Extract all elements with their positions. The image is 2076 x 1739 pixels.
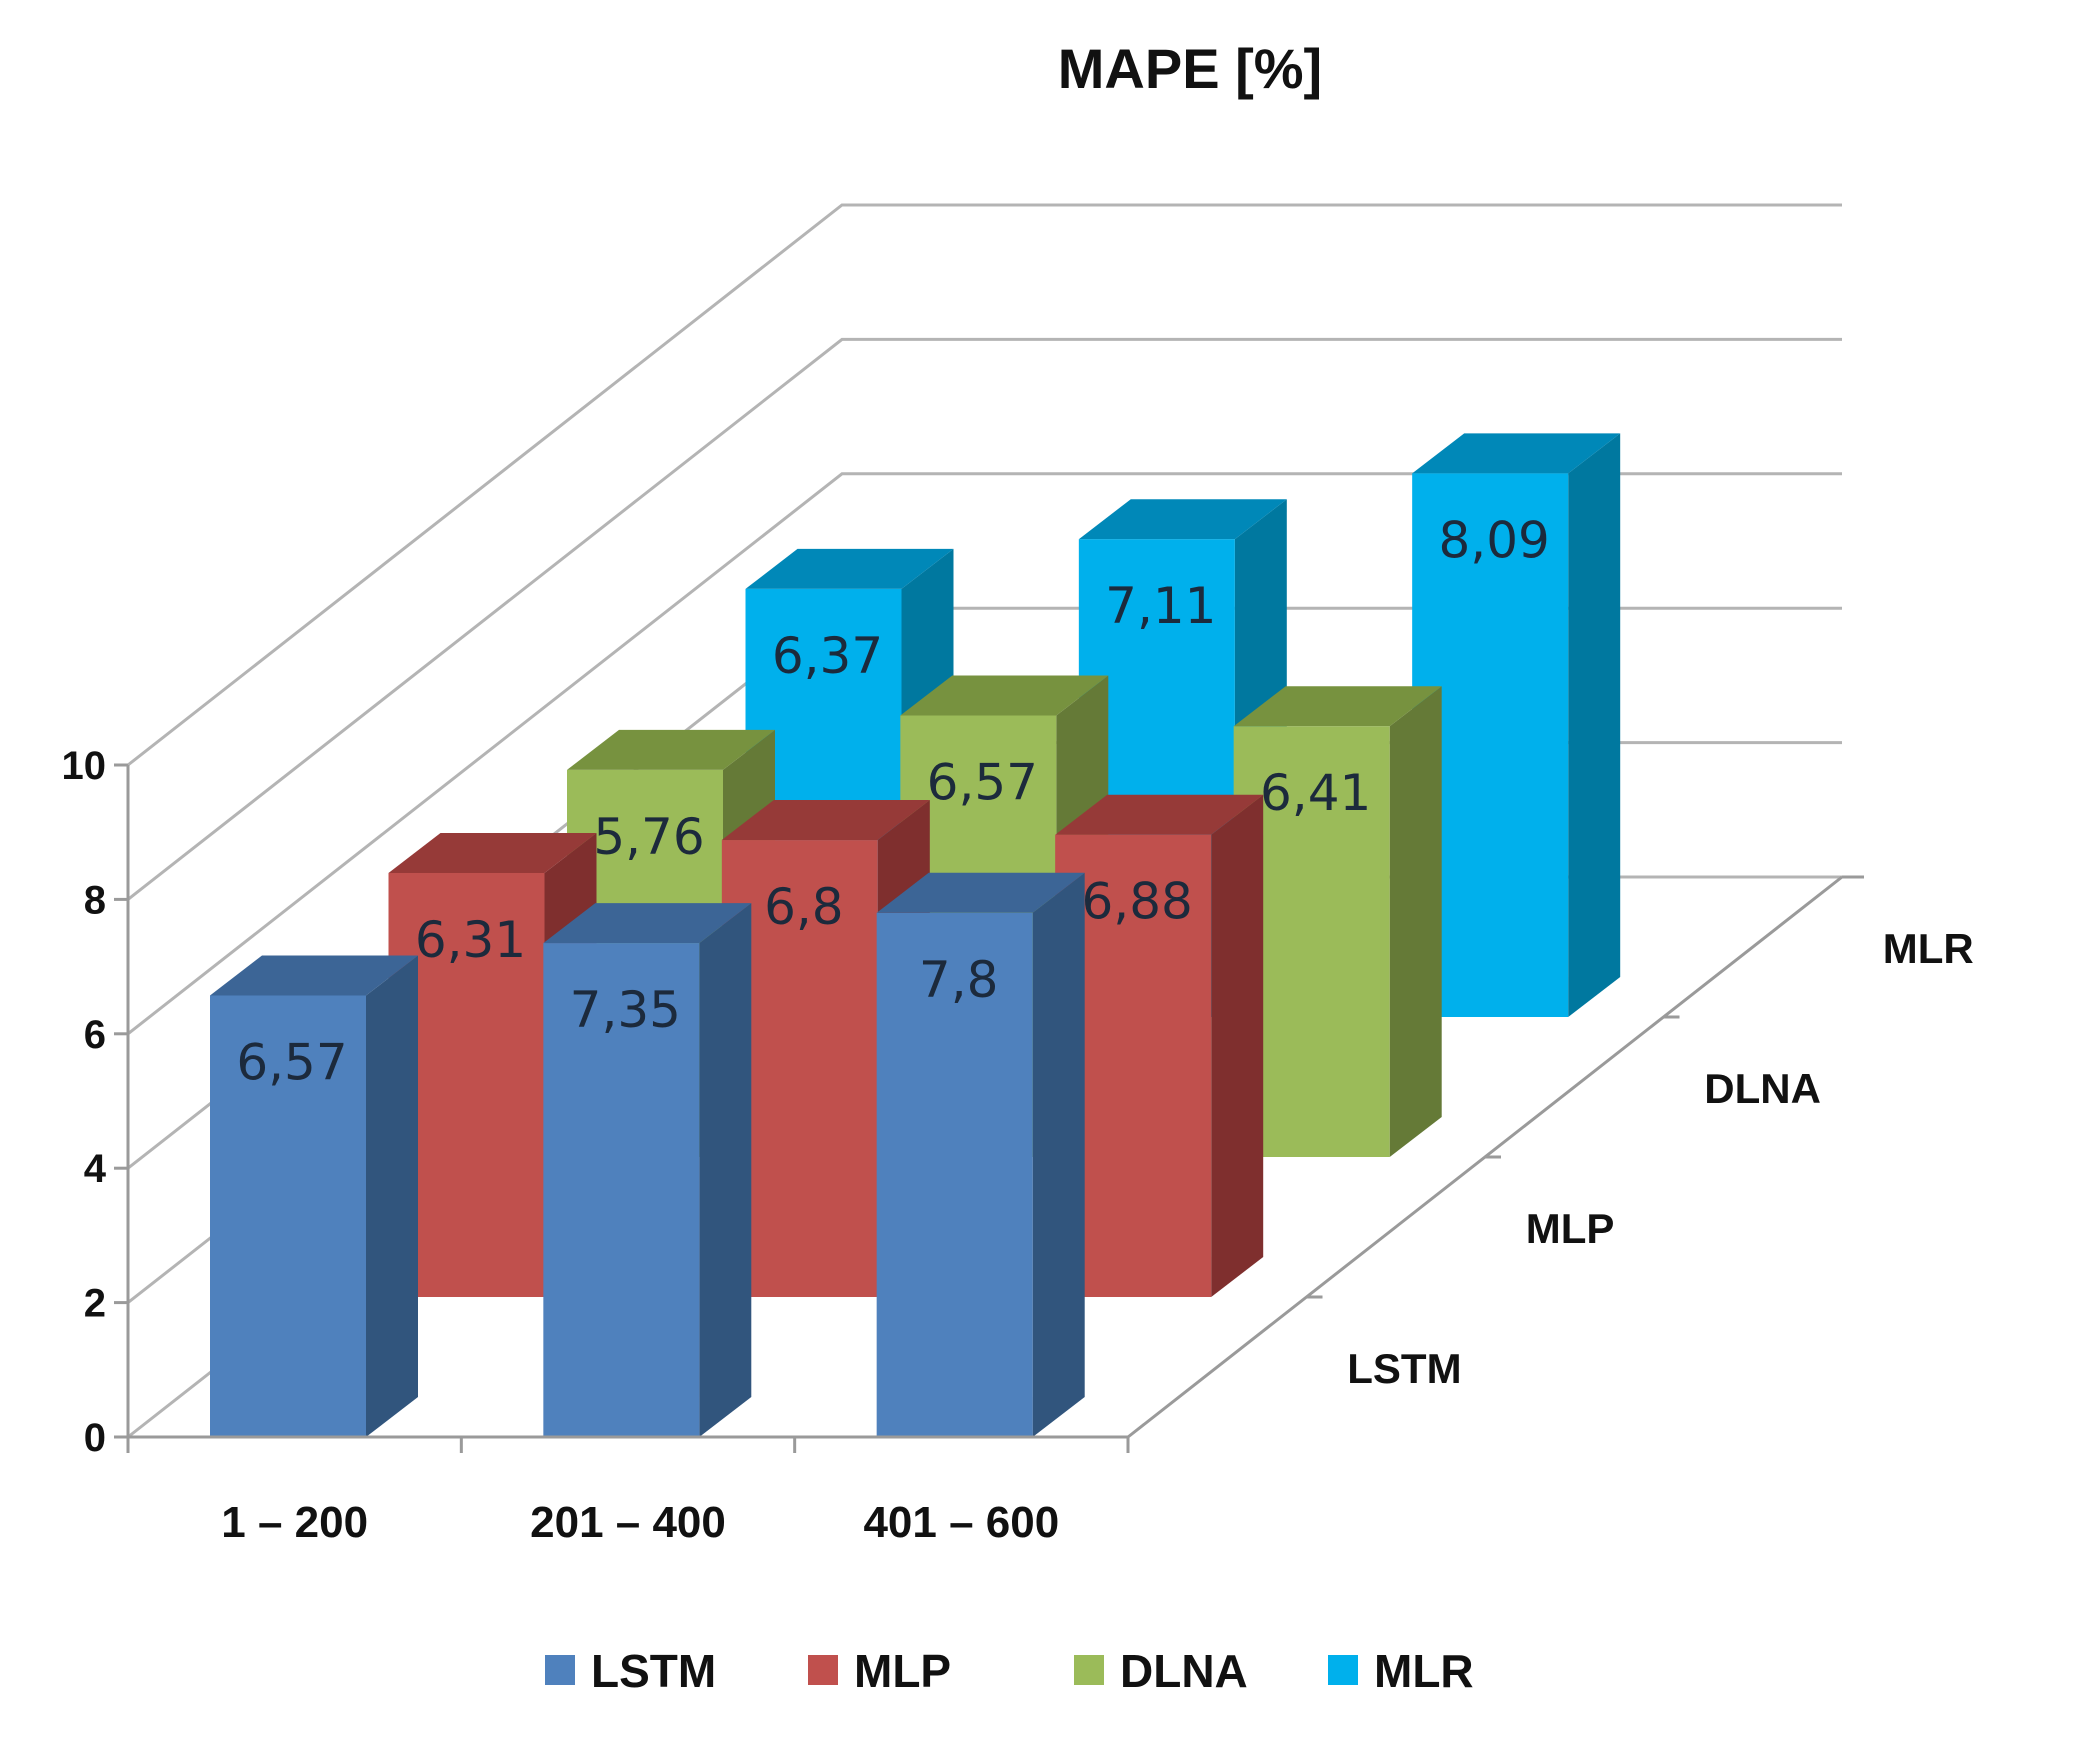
data-label: 7,35 <box>570 981 681 1039</box>
x-tick-label: 401 – 600 <box>863 1498 1059 1547</box>
bar-lstm: 7,35 <box>543 903 752 1437</box>
bar-side-face <box>1568 433 1621 1017</box>
depth-axis-label: DLNA <box>1704 1065 1821 1112</box>
bar-top-face <box>210 955 418 996</box>
depth-axis-label: MLP <box>1526 1205 1615 1252</box>
y-tick-label: 8 <box>84 878 106 922</box>
data-label: 6,41 <box>1260 764 1371 822</box>
chart-title: MAPE [%] <box>1058 37 1322 100</box>
bar-side-face <box>366 955 418 1437</box>
bar-top-face <box>388 833 597 873</box>
bar-top-face <box>543 903 752 944</box>
y-tick-label: 2 <box>84 1282 106 1326</box>
y-tick-label: 6 <box>84 1013 106 1057</box>
data-label: 6,8 <box>764 878 844 936</box>
bar-front-face <box>876 912 1033 1437</box>
bar-lstm: 7,8 <box>876 872 1085 1437</box>
bar-side-face <box>1211 794 1264 1297</box>
y-tick-label: 4 <box>84 1147 107 1191</box>
data-label: 6,57 <box>927 753 1038 811</box>
x-tick-label: 1 – 200 <box>221 1498 368 1547</box>
data-label: 6,37 <box>772 627 883 685</box>
bar-mlr: 8,09 <box>1412 433 1621 1017</box>
legend-swatch <box>1328 1655 1358 1685</box>
legend-label: LSTM <box>591 1645 716 1697</box>
legend-item-lstm: LSTM <box>545 1645 716 1697</box>
legend-label: MLR <box>1374 1645 1474 1697</box>
bar-top-face <box>745 548 954 589</box>
legend-item-dlna: DLNA <box>1074 1645 1248 1697</box>
bar-top-face <box>900 675 1109 716</box>
legend-swatch <box>1074 1655 1104 1685</box>
bar-side-face <box>699 903 752 1437</box>
data-label: 6,57 <box>236 1033 347 1091</box>
depth-axis-label: MLR <box>1883 925 1974 972</box>
legend-swatch <box>545 1655 575 1685</box>
bar-front-face <box>543 943 700 1437</box>
bar-mlp: 6,88 <box>1055 794 1264 1297</box>
bar-top-face <box>721 800 930 840</box>
legend-item-mlp: MLP <box>808 1645 951 1697</box>
data-label: 8,09 <box>1439 511 1550 569</box>
legend-item-mlr: MLR <box>1328 1645 1474 1697</box>
legend: LSTM MLP DLNA MLR <box>545 1645 1474 1697</box>
bar-side-face <box>1032 872 1085 1437</box>
data-label: 7,8 <box>919 951 999 1009</box>
bar-top-face <box>567 729 775 770</box>
bar-lstm: 6,57 <box>210 955 418 1437</box>
y-tick-label: 0 <box>84 1416 106 1460</box>
data-label: 7,11 <box>1105 577 1216 635</box>
gridline <box>127 203 1842 767</box>
bar-front-face <box>210 995 366 1437</box>
legend-label: DLNA <box>1120 1645 1248 1697</box>
axes: 0 2 4 6 8 10 1 – 200 201 – 400 401 – 600 LSTM MLP D… <box>62 744 1974 1547</box>
bar-top-face <box>1233 686 1442 727</box>
x-tick-label: 201 – 400 <box>530 1498 726 1547</box>
data-label: 6,31 <box>415 911 526 969</box>
bar-top-face <box>1055 794 1264 835</box>
bar-dlna: 6,41 <box>1233 686 1442 1157</box>
bar-top-face <box>1078 499 1287 540</box>
data-label: 5,76 <box>593 808 704 866</box>
bar-side-face <box>1389 686 1442 1157</box>
bar-top-face <box>876 872 1085 913</box>
legend-label: MLP <box>854 1645 951 1697</box>
legend-swatch <box>808 1655 838 1685</box>
data-label: 6,88 <box>1082 873 1193 931</box>
bars: 6,37 7,11 8,09 5,76 6,57 6,41 6,31 6,8 6,88 6,57 7… <box>210 433 1621 1437</box>
gridline <box>127 337 1842 901</box>
bar-top-face <box>1412 433 1621 474</box>
y-tick-label: 10 <box>62 744 107 788</box>
depth-axis-label: LSTM <box>1347 1345 1461 1392</box>
